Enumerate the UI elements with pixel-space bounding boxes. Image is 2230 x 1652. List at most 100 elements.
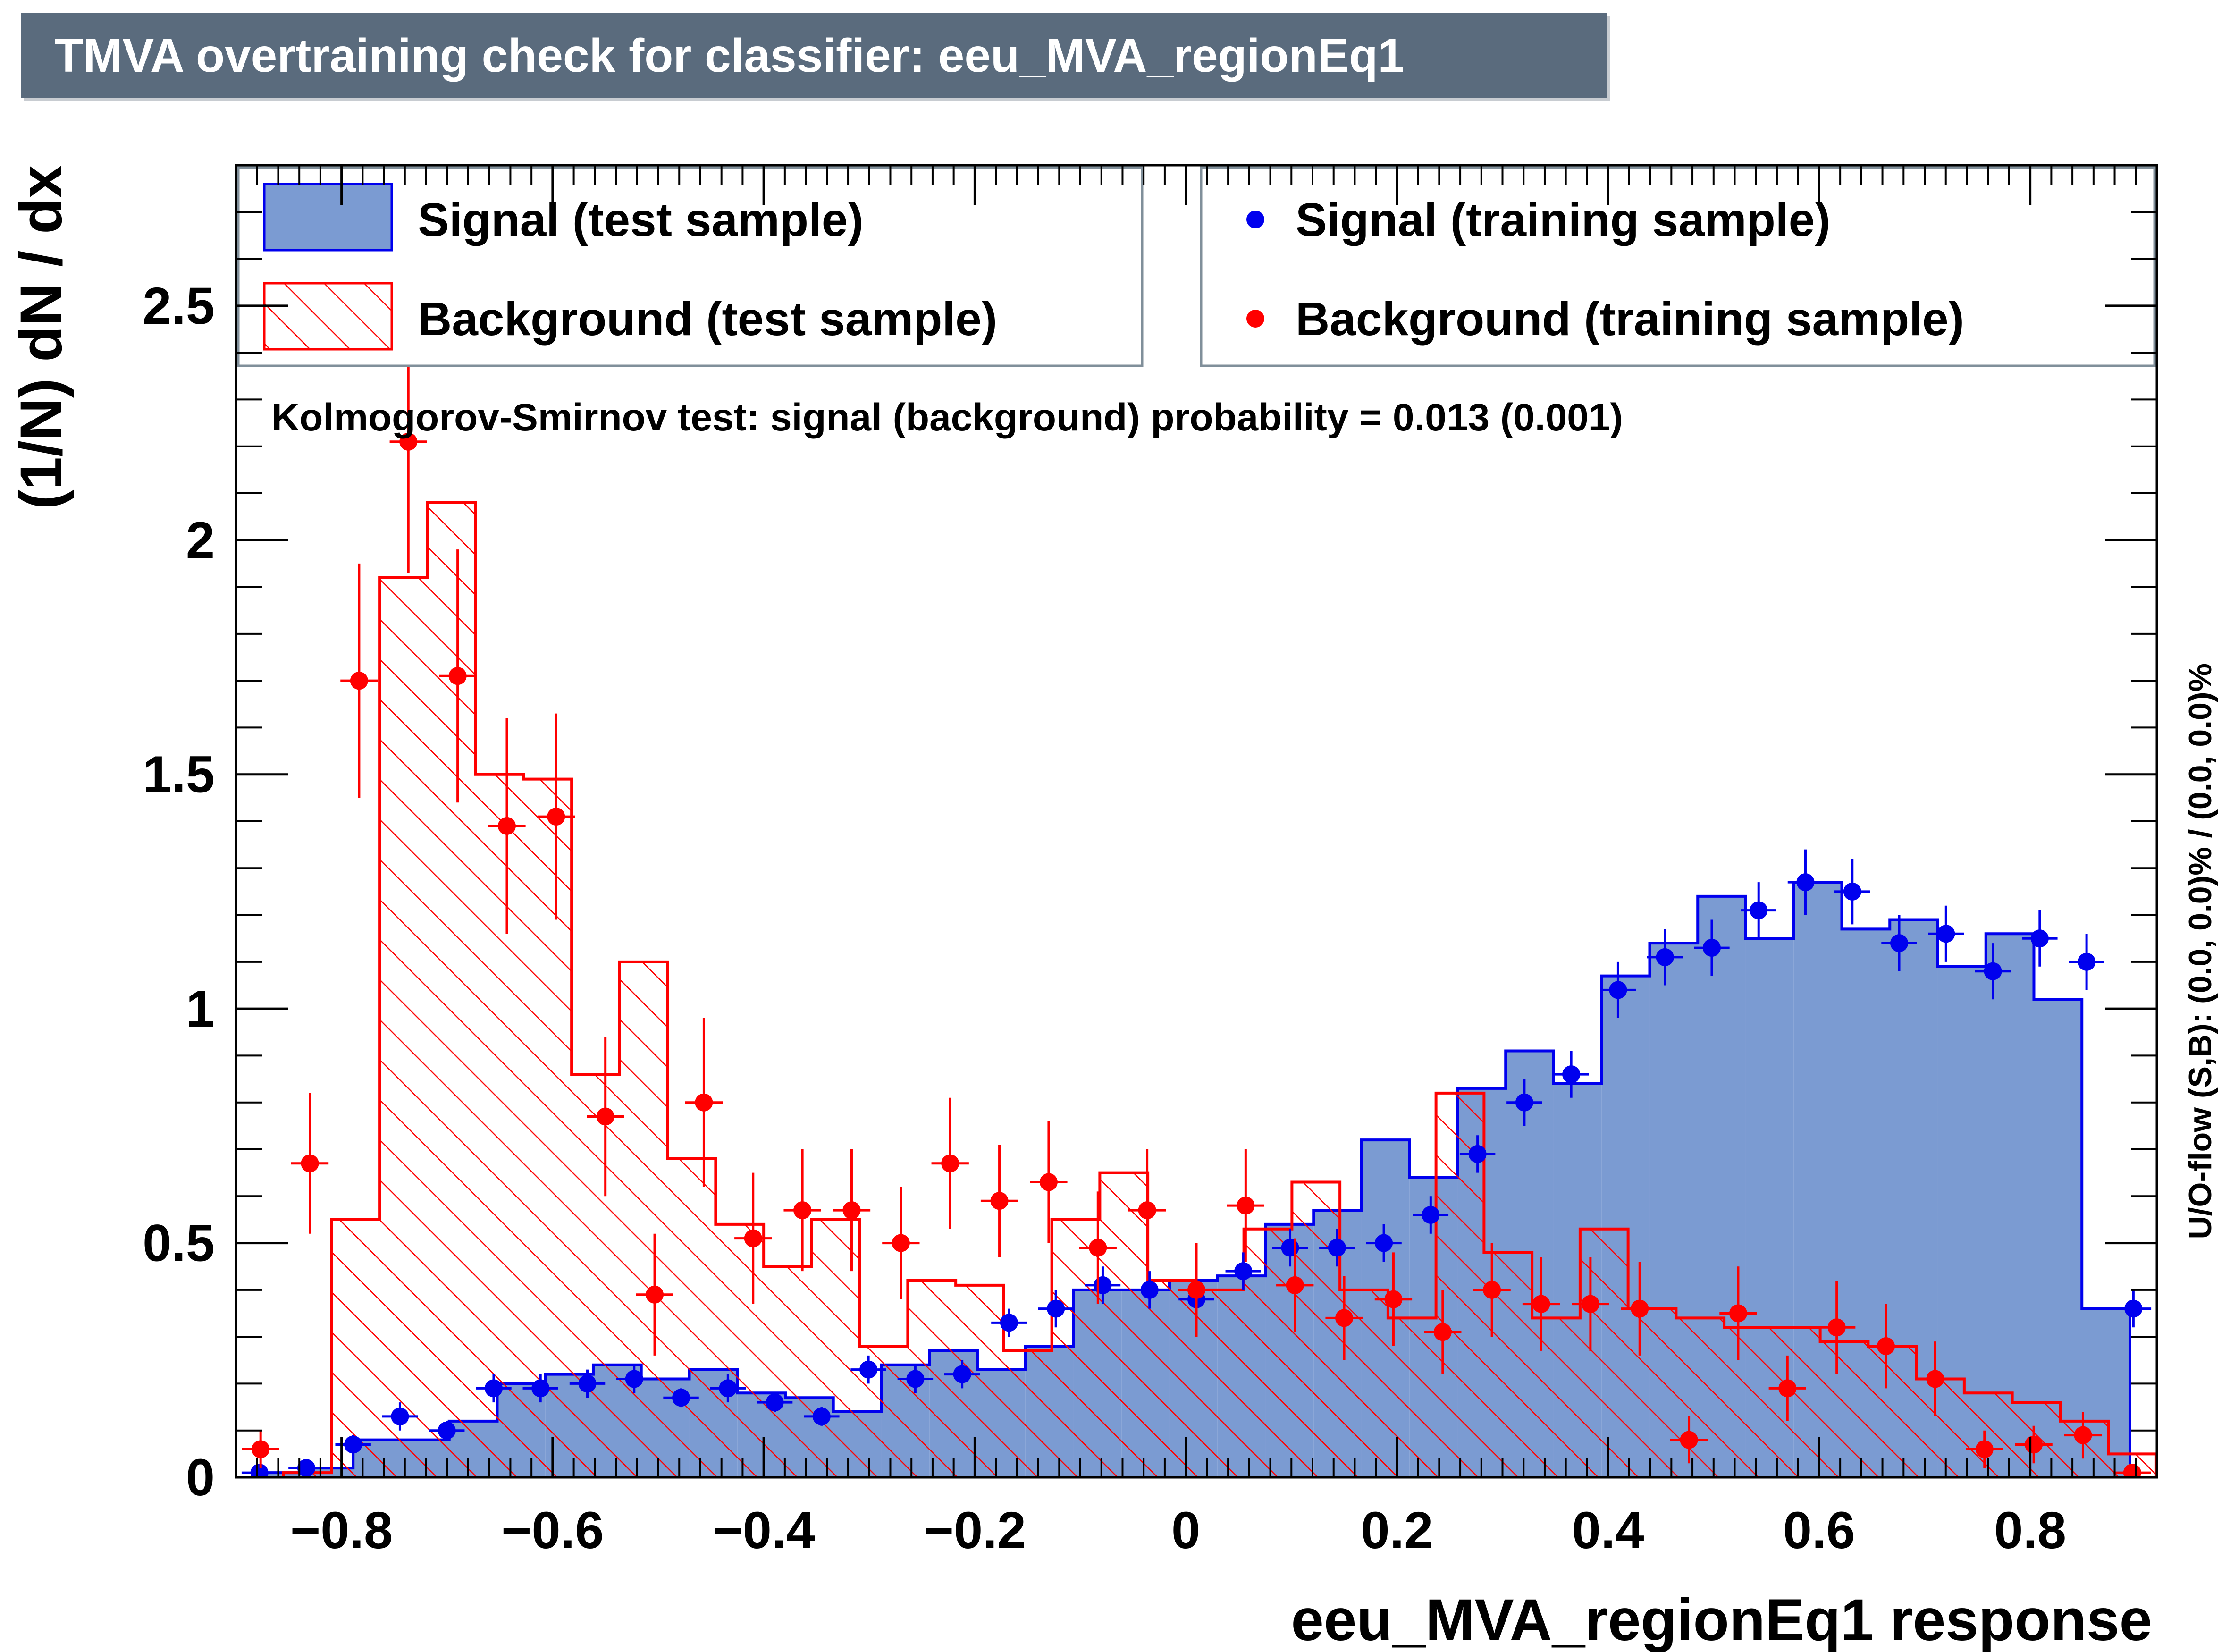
signal-train-point [991,1308,1027,1337]
signal-train-point [944,1360,980,1389]
background-train-point [1374,1252,1413,1346]
legend-marker-signal-train [1246,211,1264,228]
background-train-point [488,718,526,934]
background-test-bar [1532,1318,1580,1477]
background-train-point [537,713,575,920]
x-tick-label: 0.4 [1572,1501,1644,1559]
background-train-point [636,1233,673,1356]
signal-train-point [1132,1271,1168,1309]
background-test-bar [1052,1219,1100,1477]
signal-train-point [382,1402,418,1431]
background-test-bar [1916,1379,1964,1477]
background-test-bar [1820,1341,1868,1477]
background-train-point [1621,1262,1658,1356]
background-train-point [1079,1191,1117,1304]
background-train-point [833,1149,871,1272]
signal-train-point [804,1407,840,1426]
x-tick-label: 0.2 [1361,1501,1433,1559]
background-test-bar [572,1074,620,1477]
x-tick-label: 0.8 [1994,1501,2066,1559]
x-tick-label: −0.6 [501,1501,604,1559]
signal-train-point [2115,1290,2152,1328]
signal-test-bar [1986,934,2034,1477]
signal-train-point [1741,882,1776,939]
background-test-bar [1292,1182,1340,1477]
y-axis-label: (1/N) dN / dx [8,165,74,509]
signal-train-point [241,1464,278,1477]
signal-train-point [616,1365,652,1393]
background-test-bar [331,1219,380,1477]
legend-swatch-signal-test [263,183,393,252]
signal-train-point [1225,1252,1261,1290]
signal-test-bar [2034,999,2082,1477]
legend: Signal (test sample) Background (test sa… [237,166,2156,367]
background-test-bar [715,1224,764,1477]
signal-train-point [1600,961,1636,1018]
background-train-point [1719,1266,1757,1360]
x-tick-label: −0.2 [924,1501,1026,1559]
signal-train-point [663,1388,699,1408]
signal-train-point [1647,929,1683,986]
x-tick-label: 0.6 [1783,1501,1855,1559]
signal-train-point [757,1393,793,1412]
background-test-bar [475,774,524,1477]
signal-train-point [1366,1224,1402,1262]
x-tick-label: −0.4 [713,1501,815,1559]
window-title: TMVA overtraining check for classifier: … [54,29,1405,82]
background-test-bar [1772,1327,1820,1477]
background-train-point [1178,1243,1215,1337]
ks-test-label: Kolmogorov-Smirnov test: signal (backgro… [271,396,1623,439]
signal-train-point [1319,1229,1355,1267]
y-tick-label: 2.5 [143,277,215,335]
signal-train-point [1413,1196,1449,1234]
background-train-point [438,549,477,803]
background-train-point [291,1093,329,1234]
background-train-point [340,563,378,798]
background-train-point [1424,1290,1462,1374]
overflow-label: U/O-flow (S,B): (0.0, 0.0)% / (0.0, 0.0)… [2182,663,2218,1239]
plot-area [241,310,2157,1477]
background-train-point [1030,1121,1068,1243]
legend-box-training [1200,166,2156,367]
signal-train-point [1506,1079,1542,1126]
background-train-point [1768,1355,1806,1421]
background-train-point [2113,1464,2151,1477]
background-test-bar [1244,1229,1292,1477]
y-tick-label: 1 [186,980,215,1038]
signal-train-point [1787,849,1824,915]
legend-label-background-test: Background (test sample) [418,293,997,346]
background-train-point [1473,1243,1511,1337]
signal-train-point [569,1369,606,1398]
y-tick-label: 0.5 [143,1214,215,1273]
signal-train-point [1553,1051,1589,1098]
background-train-point [1325,1276,1363,1360]
background-test-bar [1195,1290,1244,1477]
signal-train-point [710,1374,746,1403]
background-test-bar [619,961,668,1477]
background-test-bar [379,577,428,1477]
axes: −0.8 −0.6 −0.4 −0.2 0 0.2 0.4 0.6 0.8 0 0.5 1 1.5 2 2.… [143,165,2157,1559]
background-test-bar [523,779,572,1477]
background-train-point [1572,1257,1609,1351]
background-train-point [1818,1281,1856,1374]
background-train-point [2064,1412,2102,1459]
background-test-bar [1100,1172,1148,1477]
signal-train-point [1881,915,1917,971]
background-train-point [1916,1341,1954,1416]
background-train-point [1522,1257,1560,1351]
background-train-point [242,1430,279,1468]
signal-train-point [2022,910,2058,967]
legend-swatch-background-test [263,282,393,351]
background-train-point [882,1187,920,1299]
signal-train-point [2069,934,2104,990]
legend-marker-background-train [1246,310,1264,328]
x-axis-label: eeu_MVA_regionEq1 response [1291,1587,2152,1652]
background-test-bar [1580,1229,1628,1477]
background-test-bar [1148,1281,1196,1477]
signal-train-point [1975,943,2011,1000]
background-train-point [734,1172,772,1304]
background-train-point [1670,1416,1708,1464]
signal-train-point [288,1459,324,1477]
signal-train-point [1694,919,1730,976]
background-test-bar [667,1158,716,1477]
